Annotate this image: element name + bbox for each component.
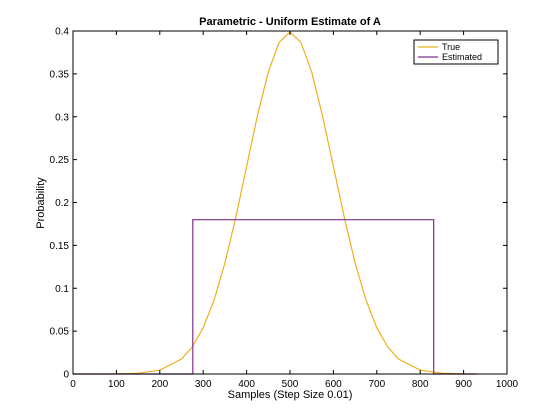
axes-layer: 0 100 200 300 400 500 600 700 800 900 1000 0 0.05 0.1…: [50, 27, 519, 391]
x-tick-label: 100: [108, 379, 125, 390]
x-tick-label: 500: [282, 379, 299, 390]
x-tick-label: 800: [412, 379, 429, 390]
x-tick-label: 1000: [496, 379, 519, 390]
chart-title: Parametric - Uniform Estimate of A: [199, 16, 381, 28]
y-tick-label: 0.25: [50, 155, 70, 166]
x-tick-label: 700: [368, 379, 385, 390]
x-tick-label: 900: [455, 379, 472, 390]
plot-area: [73, 31, 507, 374]
y-tick-label: 0.3: [55, 112, 69, 123]
x-tick-label: 300: [195, 379, 212, 390]
x-tick-label: 0: [70, 379, 76, 390]
y-tick-label: 0: [63, 370, 69, 381]
x-tick-label: 400: [238, 379, 255, 390]
legend-label-true: True: [442, 42, 460, 52]
legend-box: [413, 39, 499, 65]
legend-label-estimated: Estimated: [442, 52, 482, 62]
y-tick-label: 0.4: [55, 27, 69, 38]
y-tick-label: 0.2: [55, 198, 69, 209]
y-tick-label: 0.1: [55, 284, 69, 295]
x-tick-label: 600: [325, 379, 342, 390]
y-tick-label: 0.15: [50, 241, 70, 252]
y-axis-label: Probability: [35, 177, 47, 229]
y-tick-label: 0.05: [50, 327, 70, 338]
x-axis-label: Samples (Step Size 0.01): [228, 389, 353, 401]
y-tick-label: 0.35: [50, 69, 70, 80]
x-tick-label: 200: [151, 379, 168, 390]
